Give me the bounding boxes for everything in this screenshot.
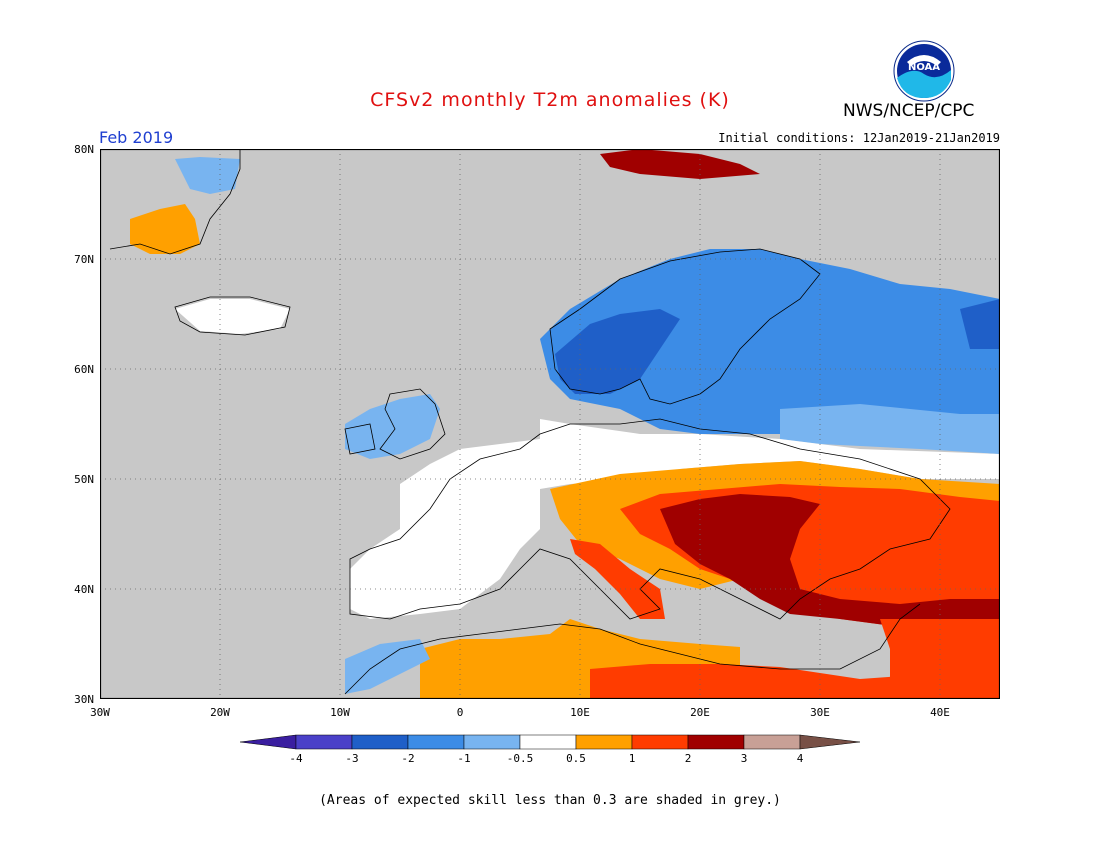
lon-label-30w: 30W: [90, 706, 110, 719]
region-greenland-warm: [130, 204, 200, 254]
lat-label-50n: 50N: [74, 473, 94, 486]
forecast-month: Feb 2019: [99, 128, 174, 147]
colorbar-label-4: 4: [796, 752, 804, 765]
colorbar-swatch-6: [575, 734, 633, 750]
colorbar-label-0-5: 0.5: [566, 752, 586, 765]
colorbar-swatch-7: [631, 734, 689, 750]
region-morocco-cold: [345, 639, 430, 694]
lon-label-30e: 30E: [810, 706, 830, 719]
colorbar-swatch-1: [295, 734, 353, 750]
colorbar-swatch-5: [519, 734, 577, 750]
colorbar-label-minus3: -3: [345, 752, 359, 765]
region-scandinavia-russia-cold: [540, 249, 1000, 454]
lon-label-40e: 40E: [930, 706, 950, 719]
colorbar-swatch-3: [407, 734, 465, 750]
colorbar-triangle-low: [240, 734, 297, 750]
lat-label-40n: 40N: [74, 583, 94, 596]
coastline-british-isles: [344, 388, 446, 460]
region-svalbard-warm: [600, 149, 760, 179]
lat-label-70n: 70N: [74, 253, 94, 266]
region-east-light-cold: [780, 404, 1000, 454]
gridlines: [100, 149, 1000, 699]
lon-label-20e: 20E: [690, 706, 710, 719]
coastline-scandinavia: [549, 248, 821, 405]
lat-label-60n: 60N: [74, 363, 94, 376]
colorbar-label-2: 2: [684, 752, 692, 765]
noaa-logo-icon: NOAA: [893, 40, 955, 102]
lon-label-10w: 10W: [330, 706, 350, 719]
lon-label-0: 0: [456, 706, 464, 719]
colorbar-swatch-2: [351, 734, 409, 750]
colorbar-label-minus1: -1: [457, 752, 471, 765]
region-russia-north-darker-cold: [960, 299, 1000, 349]
colorbar-label-minus2: -2: [401, 752, 415, 765]
coastline-greenland: [109, 149, 241, 255]
coastline-continental-europe: [349, 418, 951, 620]
coastline-north-africa: [344, 603, 921, 695]
lat-label-80n: 80N: [74, 143, 94, 156]
logo-text: NOAA: [908, 62, 940, 73]
region-scandinavia-darker-cold: [555, 309, 680, 394]
colorbar-label-3: 3: [740, 752, 748, 765]
lon-label-20w: 20W: [210, 706, 230, 719]
colorbar: [240, 734, 861, 750]
region-iceland-normal: [175, 299, 290, 334]
colorbar-swatch-9: [743, 734, 801, 750]
lat-label-30n: 30N: [74, 693, 94, 706]
region-western-europe-normal: [350, 419, 1000, 619]
map-frame: [100, 149, 1000, 699]
colorbar-triangle-high: [799, 734, 861, 750]
lon-label-10e: 10E: [570, 706, 590, 719]
region-italy-warm: [570, 539, 665, 619]
skill-footnote: (Areas of expected skill less than 0.3 a…: [319, 793, 781, 808]
colorbar-swatch-8: [687, 734, 745, 750]
colorbar-swatch-4: [463, 734, 521, 750]
region-southeast-europe-strong-warm: [660, 494, 1000, 627]
coastline-iceland: [174, 296, 291, 336]
organization-label: NWS/NCEP/CPC: [843, 101, 975, 121]
colorbar-label-minus0-5: -0.5: [506, 752, 534, 765]
anomaly-map: [100, 149, 1000, 699]
colorbar-label-1: 1: [628, 752, 636, 765]
region-british-isles-cold: [345, 394, 440, 459]
initial-conditions-label: Initial conditions: 12Jan2019-21Jan2019: [718, 131, 1000, 145]
map-title: CFSv2 monthly T2m anomalies (K): [370, 89, 730, 111]
region-greenland-cold: [175, 157, 240, 194]
colorbar-label-minus4: -4: [289, 752, 303, 765]
